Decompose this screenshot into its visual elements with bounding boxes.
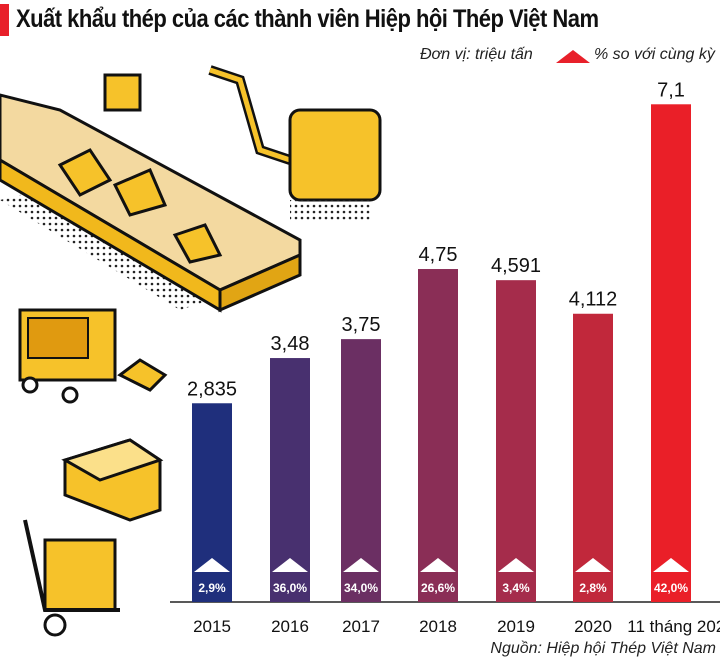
value-label: 4,75 bbox=[419, 244, 458, 266]
category-label: 2018 bbox=[419, 617, 457, 636]
growth-label: 42,0% bbox=[654, 581, 688, 595]
category-label: 2017 bbox=[342, 617, 380, 636]
category-label: 11 tháng 2021 bbox=[627, 617, 720, 636]
bar bbox=[573, 313, 613, 602]
title-accent bbox=[0, 4, 9, 36]
triangle-up-icon bbox=[556, 50, 590, 63]
bar bbox=[192, 403, 232, 602]
value-label: 4,112 bbox=[569, 289, 618, 311]
value-label: 2,835 bbox=[187, 378, 237, 400]
triangle-up-icon bbox=[575, 558, 611, 572]
title-bar: Xuất khẩu thép của các thành viên Hiệp h… bbox=[0, 0, 720, 40]
value-label: 3,48 bbox=[271, 333, 310, 355]
category-label: 2016 bbox=[271, 617, 309, 636]
triangle-up-icon bbox=[420, 558, 456, 572]
growth-label: 3,4% bbox=[502, 581, 530, 595]
triangle-up-icon bbox=[653, 558, 689, 572]
value-label: 4,591 bbox=[491, 255, 541, 277]
triangle-up-icon bbox=[194, 558, 230, 572]
growth-label: 2,8% bbox=[579, 581, 607, 595]
triangle-up-icon bbox=[498, 558, 534, 572]
growth-label: 2,9% bbox=[198, 581, 226, 595]
bar bbox=[418, 269, 458, 602]
factory-illustration bbox=[0, 65, 382, 637]
category-label: 2019 bbox=[497, 617, 535, 636]
category-label: 2020 bbox=[574, 617, 612, 636]
category-label: 2015 bbox=[193, 617, 231, 636]
bar bbox=[651, 104, 691, 602]
legend-label: % so với cùng kỳ bbox=[594, 46, 715, 63]
value-label: 3,75 bbox=[342, 314, 381, 336]
triangle-up-icon bbox=[343, 558, 379, 572]
source-note: Nguồn: Hiệp hội Thép Việt Nam bbox=[490, 640, 716, 657]
growth-label: 34,0% bbox=[344, 581, 378, 595]
chart-title: Xuất khẩu thép của các thành viên Hiệp h… bbox=[16, 5, 599, 33]
unit-label: Đơn vị: triệu tấn bbox=[420, 46, 533, 63]
triangle-up-icon bbox=[272, 558, 308, 572]
growth-label: 26,6% bbox=[421, 581, 455, 595]
value-label: 7,1 bbox=[657, 79, 685, 101]
growth-label: 36,0% bbox=[273, 581, 307, 595]
bar bbox=[496, 280, 536, 602]
